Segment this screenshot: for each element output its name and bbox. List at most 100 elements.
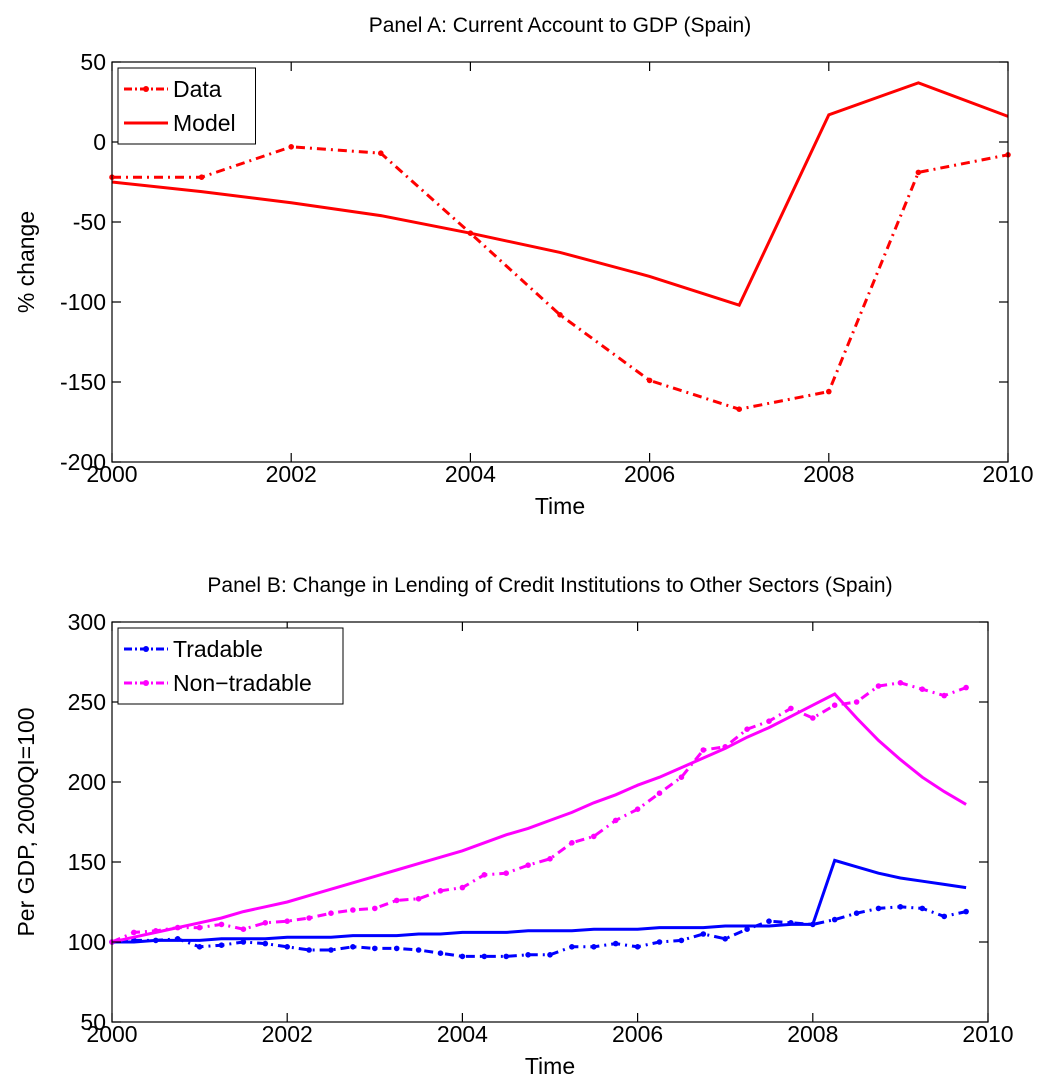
data-point — [919, 905, 926, 912]
data-point — [503, 870, 510, 876]
panel: Panel B: Change in Lending of Credit Ins… — [13, 574, 1014, 1079]
y-axis-label: % change — [13, 211, 39, 313]
data-point — [941, 913, 947, 920]
y-tick-label: -100 — [60, 289, 106, 315]
data-point — [262, 920, 269, 926]
data-point — [284, 918, 291, 924]
data-point — [218, 921, 225, 928]
x-tick-label: 2000 — [86, 461, 137, 487]
legend-label: Non−tradable — [173, 670, 312, 696]
data-point — [350, 944, 356, 950]
data-point — [897, 904, 904, 910]
data-point — [415, 947, 422, 953]
series-line — [111, 905, 967, 958]
data-point — [591, 944, 597, 950]
data-point — [826, 388, 832, 395]
x-tick-label: 2008 — [803, 461, 854, 487]
data-point — [766, 918, 772, 924]
data-point — [525, 862, 531, 868]
x-tick-label: 2006 — [624, 461, 675, 487]
data-point — [678, 774, 685, 780]
data-point — [569, 840, 575, 846]
y-tick-label: 100 — [68, 929, 106, 955]
data-point — [656, 939, 663, 945]
y-tick-label: 200 — [68, 769, 106, 795]
data-point — [393, 945, 400, 952]
series-line — [111, 681, 967, 944]
data-point — [915, 169, 922, 176]
x-tick-label: 2010 — [982, 461, 1033, 487]
data-point — [557, 312, 563, 318]
data-point — [437, 888, 444, 894]
data-point — [393, 897, 400, 904]
x-tick-label: 2004 — [445, 461, 496, 487]
series-line — [112, 858, 967, 944]
data-point — [736, 406, 742, 413]
data-point — [875, 905, 882, 912]
data-point — [853, 910, 860, 916]
data-point — [459, 953, 466, 960]
chart-title: Panel B: Change in Lending of Credit Ins… — [207, 574, 892, 597]
y-axis-label: Per GDP, 2000QI=100 — [13, 707, 39, 936]
data-point — [378, 150, 384, 156]
x-axis-label: Time — [525, 1053, 575, 1079]
data-point — [284, 944, 291, 950]
data-point — [656, 790, 663, 796]
legend-marker — [143, 646, 149, 652]
data-point — [744, 926, 750, 932]
data-point — [481, 872, 488, 878]
y-tick-label: 300 — [68, 609, 106, 635]
data-point — [700, 747, 707, 753]
data-point — [678, 937, 685, 944]
data-point — [634, 806, 641, 812]
data-point — [569, 944, 575, 950]
data-point — [196, 924, 203, 931]
data-point — [503, 953, 510, 960]
x-tick-label: 2000 — [86, 1021, 137, 1047]
data-point — [218, 942, 225, 948]
data-point — [525, 952, 531, 958]
data-point — [240, 939, 247, 945]
data-point — [547, 952, 553, 958]
data-point — [788, 705, 794, 712]
y-tick-label: 50 — [80, 49, 106, 75]
x-tick-label: 2006 — [612, 1021, 663, 1047]
x-tick-label: 2002 — [266, 461, 317, 487]
x-tick-label: 2008 — [787, 1021, 838, 1047]
data-point — [963, 684, 969, 691]
legend-box — [117, 67, 256, 145]
data-point — [941, 692, 947, 699]
data-point — [634, 944, 641, 950]
x-tick-label: 2002 — [262, 1021, 313, 1047]
data-point — [459, 884, 466, 891]
data-point — [722, 936, 728, 942]
data-point — [306, 947, 312, 953]
data-point — [372, 945, 378, 952]
series-line — [111, 692, 967, 944]
data-point — [372, 905, 378, 912]
panel: Panel A: Current Account to GDP (Spain) 2… — [13, 14, 1034, 519]
data-point — [646, 377, 653, 384]
y-tick-label: 250 — [68, 689, 106, 715]
series-line — [112, 145, 1009, 411]
legend-marker — [143, 86, 149, 92]
data-point — [240, 926, 247, 932]
data-point — [306, 915, 312, 921]
data-point — [196, 944, 203, 950]
data-point — [328, 947, 334, 953]
data-point — [612, 817, 619, 824]
data-point — [612, 940, 619, 947]
data-point — [831, 702, 838, 708]
data-point — [853, 699, 860, 705]
data-point — [198, 174, 205, 180]
series-line — [111, 81, 1009, 308]
legend-label: Tradable — [173, 636, 263, 662]
x-tick-label: 2004 — [437, 1021, 488, 1047]
legend-marker — [143, 680, 149, 686]
y-tick-label: -50 — [73, 209, 106, 235]
data-point — [591, 833, 597, 840]
legend-box — [117, 627, 344, 705]
data-point — [481, 953, 488, 960]
y-tick-label: 0 — [93, 129, 106, 155]
